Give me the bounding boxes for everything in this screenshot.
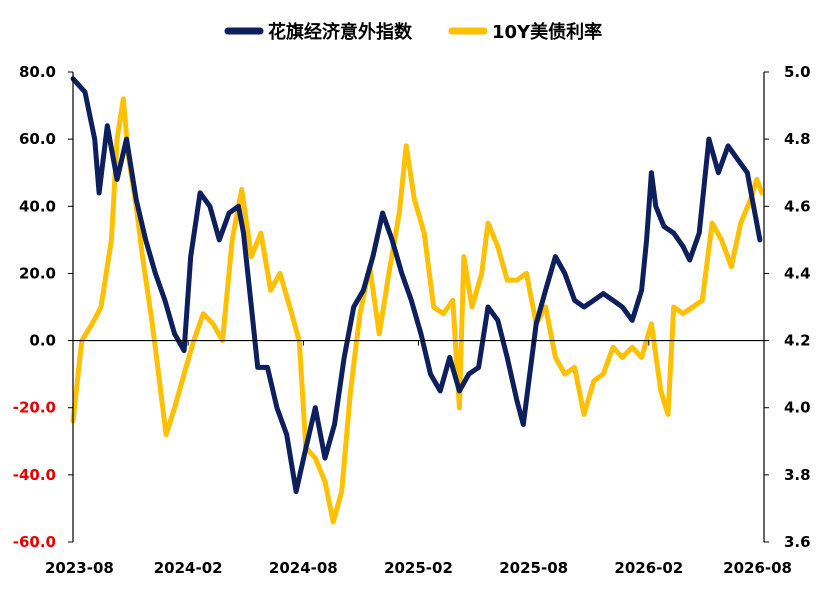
- legend-label-ust-10y-yield: 10Y美债利率: [492, 21, 602, 43]
- series-line-citi-surprise-index: [70, 76, 763, 495]
- y-left-tick-label: 0.0: [29, 332, 56, 350]
- x-tick-label: 2026-08: [723, 559, 792, 577]
- x-tick-label: 2024-08: [269, 559, 338, 577]
- y-right-tick-label: 4.2: [784, 332, 811, 350]
- x-tick-label: 2023-08: [45, 559, 114, 577]
- legend: 花旗经济意外指数 10Y美债利率: [224, 21, 602, 43]
- y-left-tick-label: -20.0: [13, 399, 56, 417]
- y-right-tick-label: 4.8: [784, 130, 811, 148]
- y-right-tick-label: 4.0: [784, 399, 811, 417]
- y-right-tick-label: 5.0: [784, 63, 811, 81]
- y-left-tick-label: 40.0: [19, 197, 56, 215]
- series-layer: [70, 76, 765, 525]
- x-tick-label: 2024-02: [154, 559, 223, 577]
- x-tick-label: 2026-02: [614, 559, 683, 577]
- y-right-tick-label: 4.6: [784, 197, 811, 215]
- y-right-tick-label: 3.6: [784, 533, 811, 551]
- y-left-tick-label: 80.0: [19, 63, 56, 81]
- y-right-tick-label: 4.4: [784, 264, 811, 282]
- y-left-tick-label: -40.0: [13, 466, 56, 484]
- x-tick-label: 2025-02: [384, 559, 453, 577]
- y-left-tick-label: 20.0: [19, 264, 56, 282]
- legend-label-citi-surprise-index: 花旗经济意外指数: [268, 21, 413, 43]
- y-left-tick-label: -60.0: [13, 533, 56, 551]
- y-left-tick-label: 60.0: [19, 130, 56, 148]
- series-line-ust-10y-yield: [70, 96, 765, 525]
- axes-layer: 80.0 60.0 40.0 20.0 0.0 -20.0 -40.0 -60.0 5.0 4.8…: [13, 63, 811, 577]
- y-right-tick-label: 3.8: [784, 466, 811, 484]
- x-tick-label: 2025-08: [499, 559, 568, 577]
